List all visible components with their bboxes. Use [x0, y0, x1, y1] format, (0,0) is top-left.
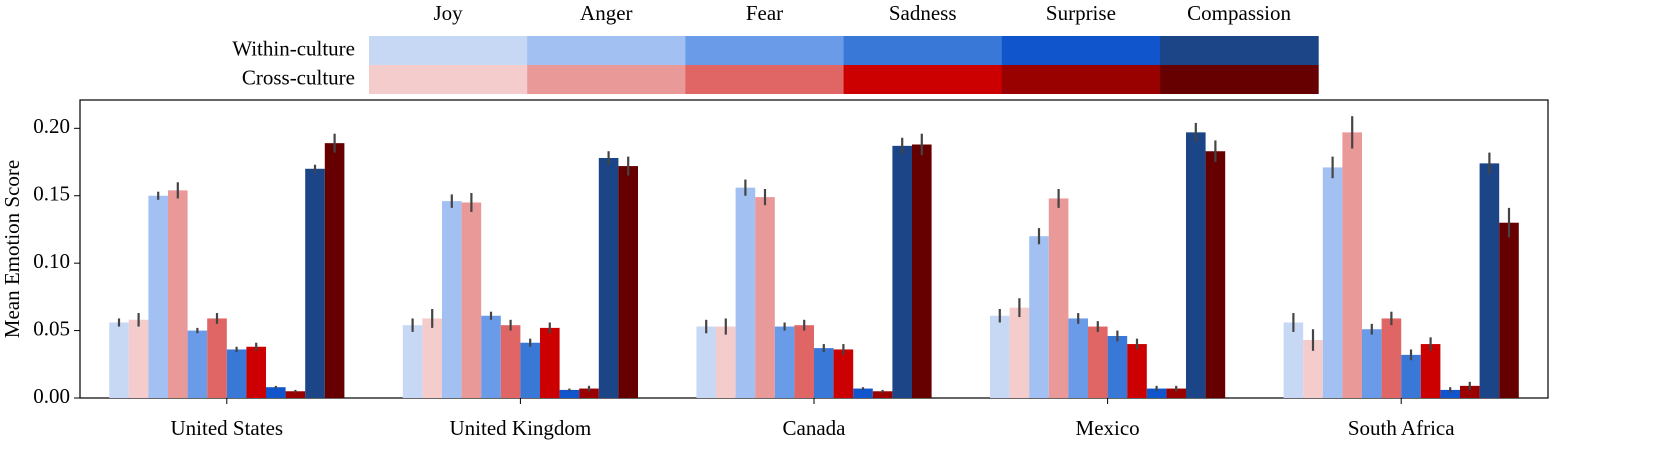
bar — [1303, 340, 1323, 398]
legend-swatch — [527, 36, 686, 65]
x-tick-label: South Africa — [1348, 416, 1455, 440]
bar — [794, 325, 814, 398]
bar — [696, 326, 716, 398]
bar — [187, 330, 208, 398]
bar — [990, 315, 1010, 398]
legend-row-label: Within-culture — [232, 36, 355, 60]
legend-swatch — [685, 36, 845, 65]
legend-column-label: Fear — [746, 1, 783, 25]
x-tick-label: United Kingdom — [450, 416, 592, 440]
legend-column-label: Sadness — [889, 1, 957, 25]
legend-swatch — [1001, 65, 1161, 94]
bar — [1088, 326, 1108, 398]
bar — [540, 327, 560, 398]
legend-swatch — [843, 65, 1003, 94]
bar — [1440, 389, 1460, 398]
bar — [1107, 335, 1128, 398]
bar — [1499, 222, 1519, 398]
bar — [1401, 354, 1421, 398]
bar — [1381, 318, 1402, 398]
legend-row-label: Cross-culture — [242, 65, 355, 89]
bar — [148, 195, 168, 398]
legend-column-label: Joy — [434, 1, 464, 25]
legend-column-label: Compassion — [1187, 1, 1291, 25]
bar — [128, 319, 149, 398]
bar — [402, 325, 423, 398]
bar — [1146, 388, 1167, 398]
bar — [735, 187, 756, 398]
legend-swatch — [843, 36, 1003, 65]
bar — [442, 201, 462, 398]
bar — [892, 145, 912, 398]
bar — [520, 342, 540, 398]
bar — [1186, 132, 1206, 398]
bar — [1479, 163, 1500, 398]
bar — [422, 318, 442, 398]
bar — [481, 315, 501, 398]
bar — [814, 348, 834, 398]
y-tick-label: 0.10 — [33, 249, 70, 273]
bar — [1068, 318, 1088, 398]
bar — [618, 166, 638, 398]
bar — [1460, 385, 1480, 398]
bar — [226, 349, 247, 398]
legend-swatch — [1160, 36, 1319, 65]
bar — [324, 143, 345, 398]
bar — [872, 391, 893, 398]
bar — [207, 318, 227, 398]
bar — [1009, 307, 1030, 398]
y-tick-label: 0.20 — [33, 114, 70, 138]
bar — [285, 391, 306, 398]
bar — [109, 322, 129, 398]
y-tick-label: 0.15 — [33, 182, 70, 206]
bar — [1342, 132, 1362, 398]
y-tick-label: 0.05 — [33, 316, 70, 340]
bar — [305, 168, 325, 398]
bar — [559, 389, 580, 398]
bar — [1420, 344, 1441, 398]
bar — [168, 190, 188, 398]
bar — [579, 388, 599, 398]
bar — [598, 157, 619, 398]
bar — [774, 326, 795, 398]
bar — [1283, 322, 1304, 398]
bar — [500, 325, 521, 398]
bar — [1029, 236, 1049, 398]
legend-swatch — [685, 65, 845, 94]
x-tick-label: United States — [171, 416, 284, 440]
legend-swatch — [369, 65, 528, 94]
bar — [912, 144, 932, 398]
bar — [1048, 198, 1069, 398]
bar — [266, 387, 286, 398]
bar — [833, 349, 854, 398]
bar — [461, 202, 482, 398]
bar — [1322, 167, 1343, 398]
legend-column-label: Anger — [580, 1, 632, 25]
bar — [1166, 388, 1186, 398]
legend-swatch — [527, 65, 686, 94]
y-axis-label: Mean Emotion Score — [0, 160, 24, 338]
bar — [1127, 344, 1147, 398]
y-tick-label: 0.00 — [33, 384, 70, 408]
legend-swatch — [1001, 36, 1161, 65]
bar — [246, 346, 266, 398]
x-tick-label: Canada — [783, 416, 847, 440]
bar — [1205, 151, 1226, 398]
bar — [1362, 329, 1382, 398]
legend-column-label: Surprise — [1046, 1, 1116, 25]
legend-swatch — [369, 36, 528, 65]
x-tick-label: Mexico — [1076, 416, 1140, 440]
bar — [853, 388, 873, 398]
bar — [755, 197, 775, 398]
bar — [716, 326, 736, 398]
legend-swatch — [1160, 65, 1319, 94]
